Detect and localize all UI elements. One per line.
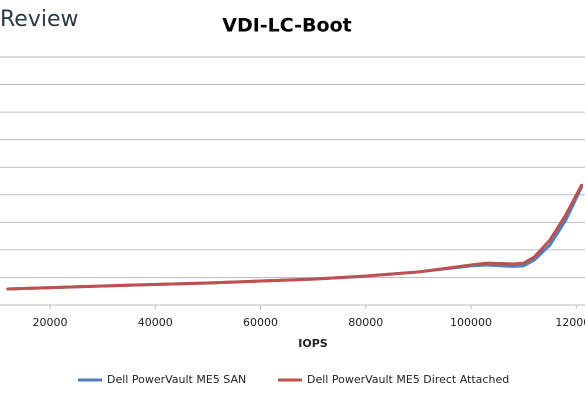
- watermark: Review: [0, 7, 79, 32]
- legend-label: Dell PowerVault ME5 SAN: [107, 373, 246, 386]
- legend-label: Dell PowerVault ME5 Direct Attached: [307, 373, 509, 386]
- x-tick-label: 80000: [348, 316, 383, 329]
- x-tick-label: 20000: [33, 316, 68, 329]
- x-tick-label: 120000: [555, 316, 585, 329]
- x-tick-label: 40000: [138, 316, 173, 329]
- x-axis-label: IOPS: [298, 337, 328, 350]
- x-tick-label: 60000: [243, 316, 278, 329]
- chart-title: VDI-LC-Boot: [222, 15, 351, 37]
- series-line: [6, 185, 584, 291]
- series-line: [6, 183, 584, 291]
- x-tick-label: 100000: [450, 316, 492, 329]
